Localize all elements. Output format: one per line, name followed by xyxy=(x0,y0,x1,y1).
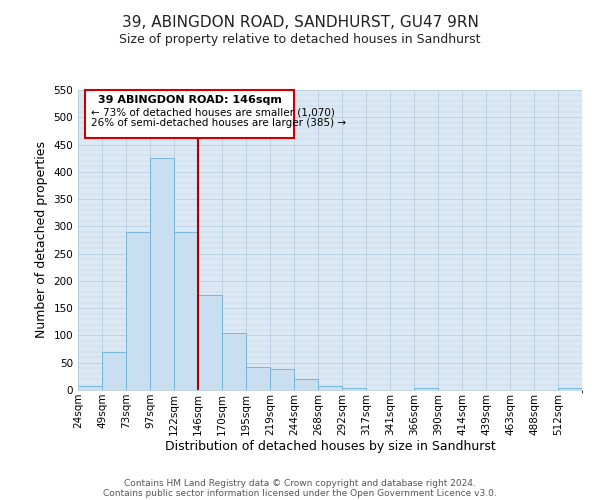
Text: Contains HM Land Registry data © Crown copyright and database right 2024.: Contains HM Land Registry data © Crown c… xyxy=(124,478,476,488)
Y-axis label: Number of detached properties: Number of detached properties xyxy=(35,142,48,338)
X-axis label: Distribution of detached houses by size in Sandhurst: Distribution of detached houses by size … xyxy=(164,440,496,454)
Bar xyxy=(270,370,294,390)
Bar xyxy=(222,332,246,390)
Bar xyxy=(414,388,438,390)
Bar xyxy=(174,232,198,390)
Text: 26% of semi-detached houses are larger (385) →: 26% of semi-detached houses are larger (… xyxy=(91,118,346,128)
Text: 39 ABINGDON ROAD: 146sqm: 39 ABINGDON ROAD: 146sqm xyxy=(98,96,281,106)
Bar xyxy=(102,352,126,390)
FancyBboxPatch shape xyxy=(85,90,294,138)
Bar xyxy=(126,232,150,390)
Bar xyxy=(198,294,222,390)
Bar xyxy=(318,386,342,390)
Text: ← 73% of detached houses are smaller (1,070): ← 73% of detached houses are smaller (1,… xyxy=(91,108,335,118)
Bar xyxy=(150,158,174,390)
Bar xyxy=(342,388,366,390)
Bar xyxy=(294,379,318,390)
Text: 39, ABINGDON ROAD, SANDHURST, GU47 9RN: 39, ABINGDON ROAD, SANDHURST, GU47 9RN xyxy=(122,15,478,30)
Text: Size of property relative to detached houses in Sandhurst: Size of property relative to detached ho… xyxy=(119,32,481,46)
Bar xyxy=(558,388,582,390)
Bar xyxy=(78,386,102,390)
Text: Contains public sector information licensed under the Open Government Licence v3: Contains public sector information licen… xyxy=(103,488,497,498)
Bar xyxy=(246,366,270,390)
